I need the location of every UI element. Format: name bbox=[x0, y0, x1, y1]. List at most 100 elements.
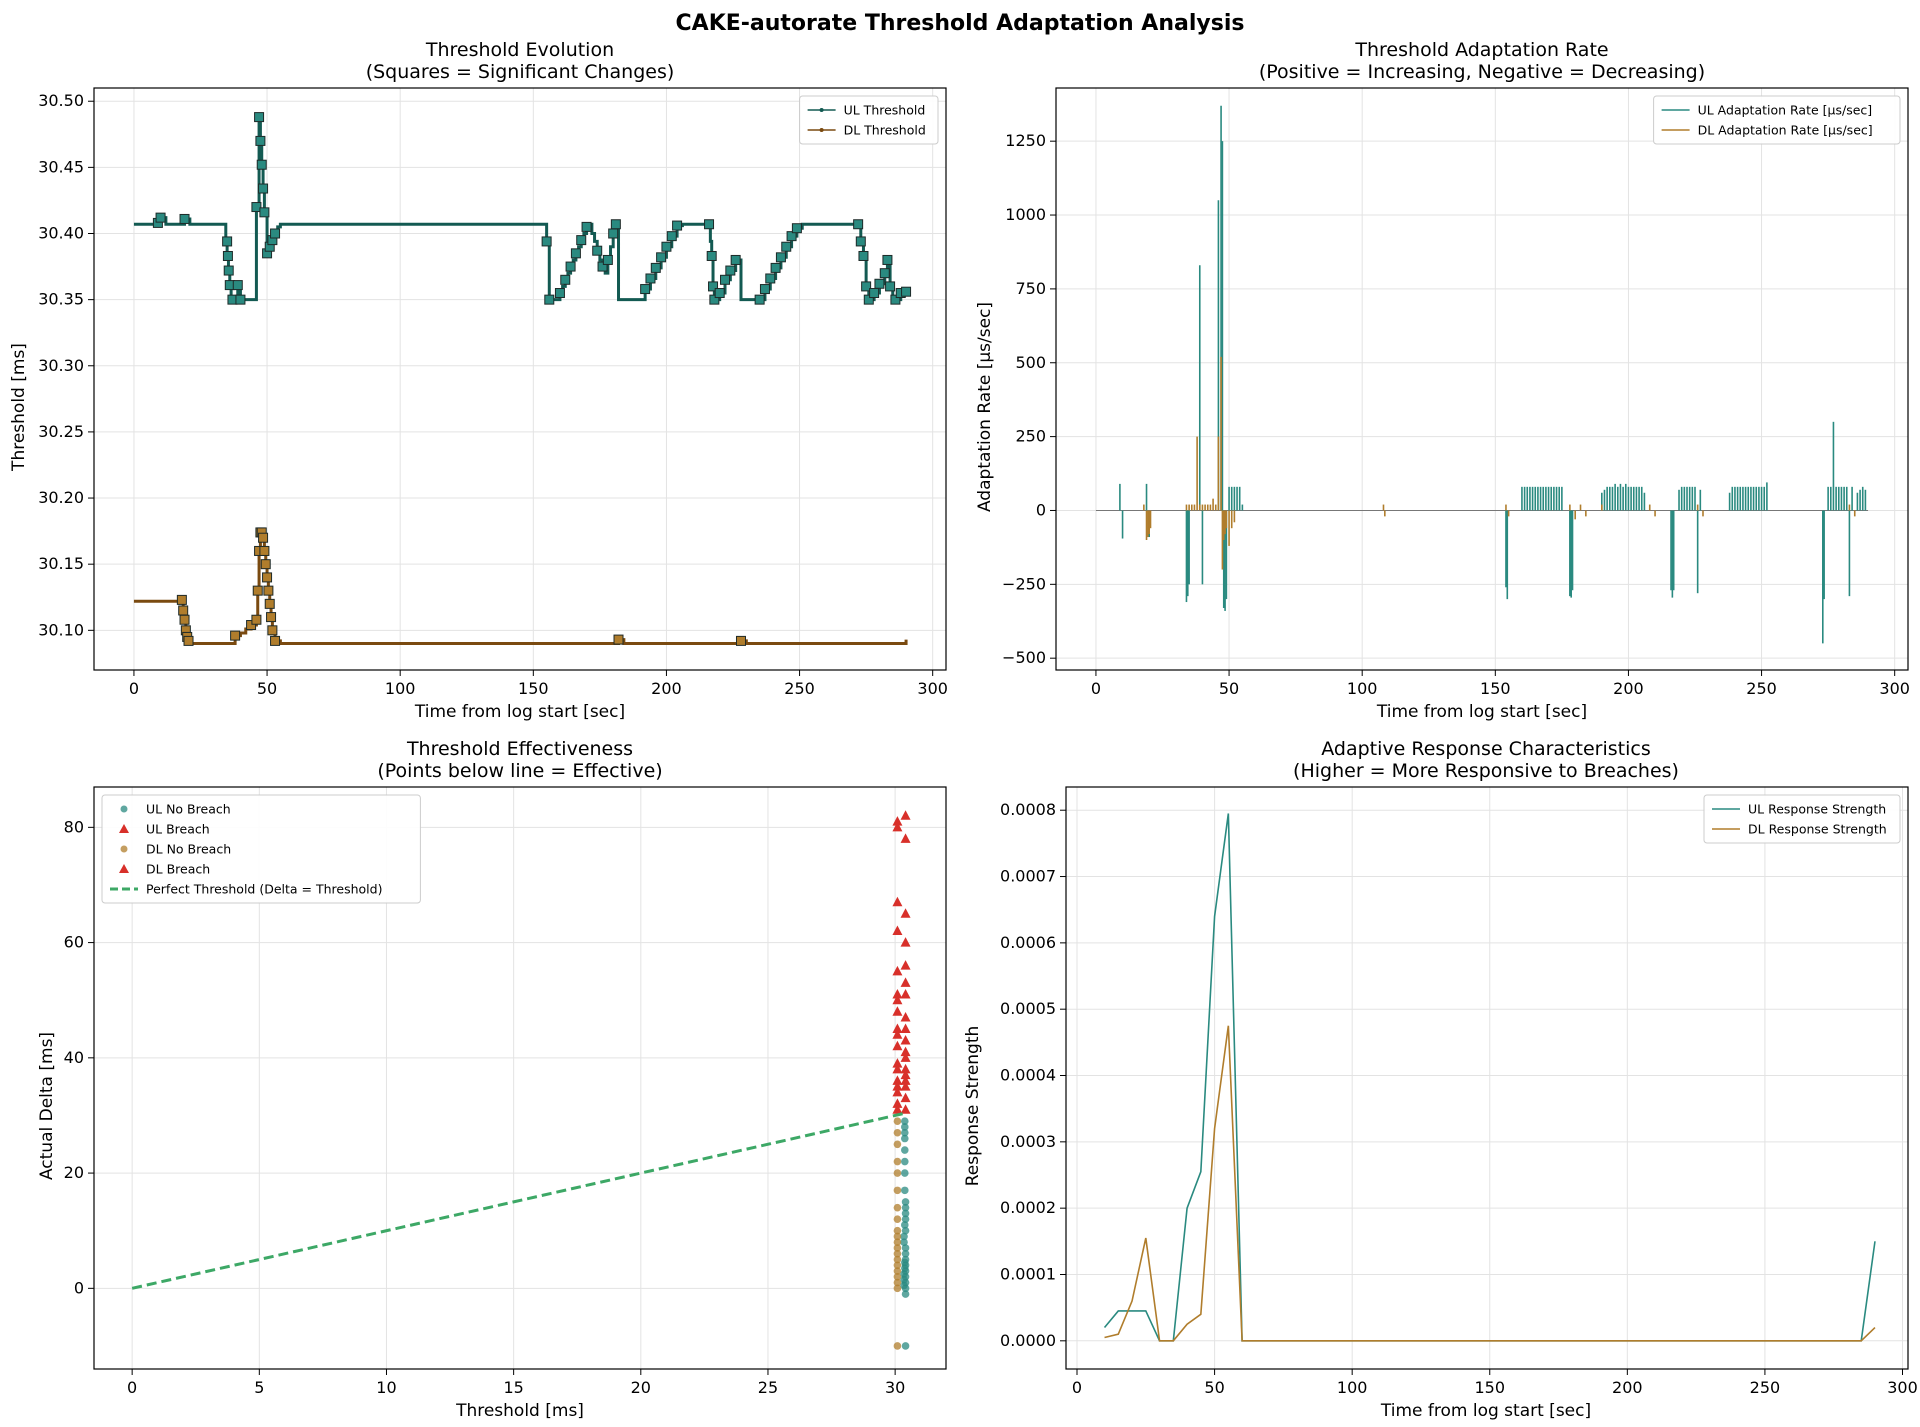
adaptation-rate-ytick-label: −250 bbox=[1002, 574, 1046, 593]
significant-change-marker bbox=[560, 274, 571, 285]
scatter-point bbox=[901, 1290, 910, 1298]
significant-change-marker bbox=[853, 219, 864, 230]
adaptation-rate-ytick-label: −500 bbox=[1002, 648, 1046, 667]
significant-change-marker bbox=[725, 265, 736, 276]
threshold-effectiveness-legend-swatch bbox=[119, 864, 129, 873]
adaptation-rate-ytick-label: 1000 bbox=[1005, 205, 1046, 224]
response-characteristics-title: Adaptive Response Characteristics bbox=[1321, 738, 1650, 760]
scatter-point bbox=[893, 1203, 902, 1212]
scatter-point bbox=[900, 1134, 909, 1143]
response-characteristics-xtick-label: 100 bbox=[1337, 1378, 1368, 1397]
significant-change-marker bbox=[254, 112, 265, 123]
significant-change-marker bbox=[179, 213, 190, 224]
scatter-triangle bbox=[892, 1086, 903, 1097]
scatter-point bbox=[900, 1117, 909, 1126]
significant-change-marker bbox=[672, 220, 683, 231]
scatter-point bbox=[900, 1169, 909, 1177]
scatter-point bbox=[893, 1255, 902, 1264]
significant-change-marker bbox=[252, 585, 263, 596]
threshold-effectiveness-legend-swatch bbox=[120, 845, 128, 853]
scatter-point bbox=[893, 1273, 902, 1281]
scatter-triangle bbox=[892, 925, 903, 936]
threshold-evolution-title: Threshold Evolution bbox=[425, 39, 614, 61]
adaptation-rate-ylabel: Adaptation Rate [μs/sec] bbox=[975, 302, 995, 512]
threshold-effectiveness-subtitle: (Points below line = Effective) bbox=[377, 760, 662, 782]
response-characteristics-xtick-label: 200 bbox=[1612, 1378, 1643, 1397]
significant-change-marker bbox=[708, 281, 719, 292]
threshold-effectiveness-xtick-label: 20 bbox=[631, 1378, 651, 1397]
adaptation-rate-xtick-label: 50 bbox=[1219, 679, 1239, 698]
scatter-point bbox=[900, 1281, 908, 1290]
significant-change-marker bbox=[858, 250, 869, 261]
scatter-point bbox=[900, 1232, 908, 1241]
significant-change-marker bbox=[258, 532, 269, 543]
significant-change-marker bbox=[270, 228, 281, 239]
threshold-evolution-legend: UL Threshold DL Threshold bbox=[799, 95, 939, 145]
response-characteristics-ytick-label: 0.0003 bbox=[1000, 1132, 1056, 1151]
scatter-triangle bbox=[900, 1046, 911, 1057]
threshold-effectiveness-axes-frame bbox=[93, 786, 947, 1370]
significant-change-marker bbox=[246, 620, 257, 631]
adaptation-rate-legend-box bbox=[1653, 95, 1901, 145]
threshold-effectiveness-xlabel: Threshold [ms] bbox=[455, 1401, 584, 1421]
scatter-triangle bbox=[900, 1104, 911, 1114]
response-characteristics-legend: UL Response Strength DL Response Strength bbox=[1703, 794, 1901, 844]
significant-change-marker bbox=[882, 254, 893, 265]
scatter-point bbox=[901, 1226, 910, 1235]
scatter-point bbox=[901, 1203, 910, 1212]
significant-change-marker bbox=[251, 202, 262, 213]
significant-change-marker bbox=[178, 605, 189, 616]
threshold-effectiveness-ylabel: Actual Delta [ms] bbox=[37, 1032, 57, 1180]
threshold-evolution-legend-swatch-marker bbox=[819, 108, 824, 112]
significant-change-marker bbox=[885, 281, 896, 292]
scatter-point bbox=[893, 1232, 902, 1241]
significant-change-marker bbox=[879, 268, 890, 279]
threshold-effectiveness-legend-box bbox=[101, 794, 421, 904]
threshold-evolution-legend-box bbox=[799, 95, 939, 145]
scatter-point bbox=[900, 1270, 908, 1278]
threshold-evolution-axes-frame bbox=[93, 87, 947, 671]
response-characteristics-xtick-label: 300 bbox=[1887, 1378, 1918, 1397]
threshold-effectiveness-ytick-label: 20 bbox=[64, 1163, 84, 1182]
threshold-evolution-ytick-label: 30.40 bbox=[38, 224, 84, 243]
figure-suptitle: CAKE-autorate Threshold Adaptation Analy… bbox=[676, 11, 1245, 36]
threshold-effectiveness-legend-swatch bbox=[120, 805, 128, 813]
significant-change-marker bbox=[781, 241, 792, 252]
scatter-point bbox=[893, 1249, 902, 1258]
threshold-effectiveness-panel: Threshold Effectiveness (Points below li… bbox=[37, 738, 947, 1421]
threshold-evolution-xtick-label: 200 bbox=[651, 679, 682, 698]
scatter-triangle bbox=[892, 821, 903, 832]
significant-change-marker bbox=[223, 265, 234, 276]
significant-change-marker bbox=[613, 634, 624, 645]
scatter-triangle bbox=[900, 1023, 911, 1034]
threshold-evolution-legend-swatch-marker bbox=[819, 128, 824, 132]
significant-change-marker bbox=[258, 183, 269, 194]
scatter-point bbox=[893, 1278, 902, 1287]
scatter-point bbox=[893, 1284, 902, 1293]
scatter-point bbox=[893, 1226, 902, 1235]
scatter-point bbox=[901, 1342, 910, 1350]
significant-change-marker bbox=[666, 231, 677, 242]
adaptation-rate-xtick-label: 150 bbox=[1480, 679, 1511, 698]
adaptation-rate-plot-area bbox=[1095, 105, 1869, 644]
significant-change-marker bbox=[554, 288, 565, 299]
adaptation-rate-title: Threshold Adaptation Rate bbox=[1354, 39, 1608, 61]
threshold-evolution-ytick-label: 30.45 bbox=[38, 157, 84, 176]
significant-change-marker bbox=[709, 294, 720, 305]
scatter-triangle bbox=[892, 1075, 903, 1085]
adaptation-rate-ytick-label: 1250 bbox=[1005, 131, 1046, 150]
adaptation-rate-xtick-label: 250 bbox=[1746, 679, 1777, 698]
threshold-evolution-xtick-label: 250 bbox=[784, 679, 815, 698]
scatter-point bbox=[900, 1128, 909, 1137]
scatter-triangle bbox=[892, 1006, 903, 1016]
scatter-point bbox=[901, 1209, 910, 1218]
scatter-point bbox=[893, 1140, 902, 1149]
scatter-triangle bbox=[900, 1092, 911, 1103]
scatter-point bbox=[901, 1249, 910, 1258]
adaptation-rate-ytick-label: 250 bbox=[1015, 427, 1046, 446]
threshold-evolution-ytick-label: 30.35 bbox=[38, 290, 84, 309]
scatter-point bbox=[893, 1267, 902, 1275]
scatter-point bbox=[900, 1238, 908, 1247]
significant-change-marker bbox=[260, 559, 271, 570]
threshold-effectiveness-xtick-label: 0 bbox=[127, 1378, 137, 1397]
